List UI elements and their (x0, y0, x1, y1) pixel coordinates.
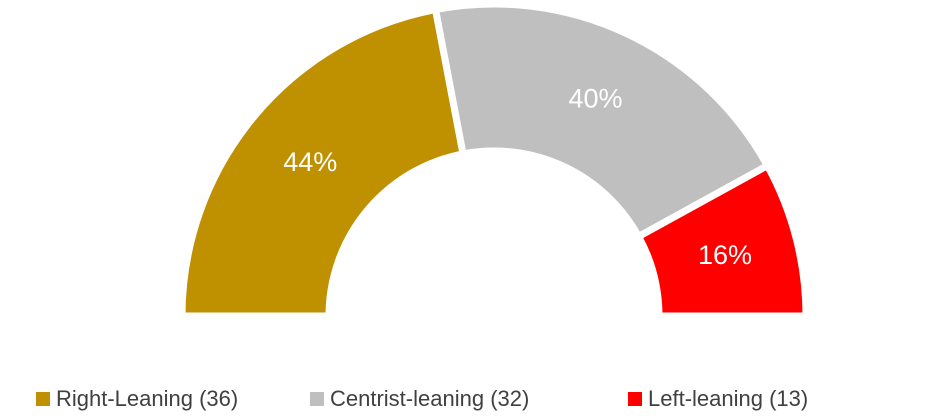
legend-swatch (310, 392, 324, 406)
legend-swatch (628, 392, 642, 406)
segment (633, 160, 810, 320)
legend-label: Left-leaning (13) (648, 386, 808, 411)
segment (431, 0, 773, 242)
legend-swatch (36, 392, 50, 406)
value-label: 44% (283, 147, 337, 177)
segment (178, 5, 468, 320)
value-label: 40% (569, 83, 623, 113)
legend-label: Right-Leaning (36) (56, 386, 238, 411)
value-label: 16% (698, 240, 752, 270)
legend-label: Centrist-leaning (32) (330, 386, 529, 411)
